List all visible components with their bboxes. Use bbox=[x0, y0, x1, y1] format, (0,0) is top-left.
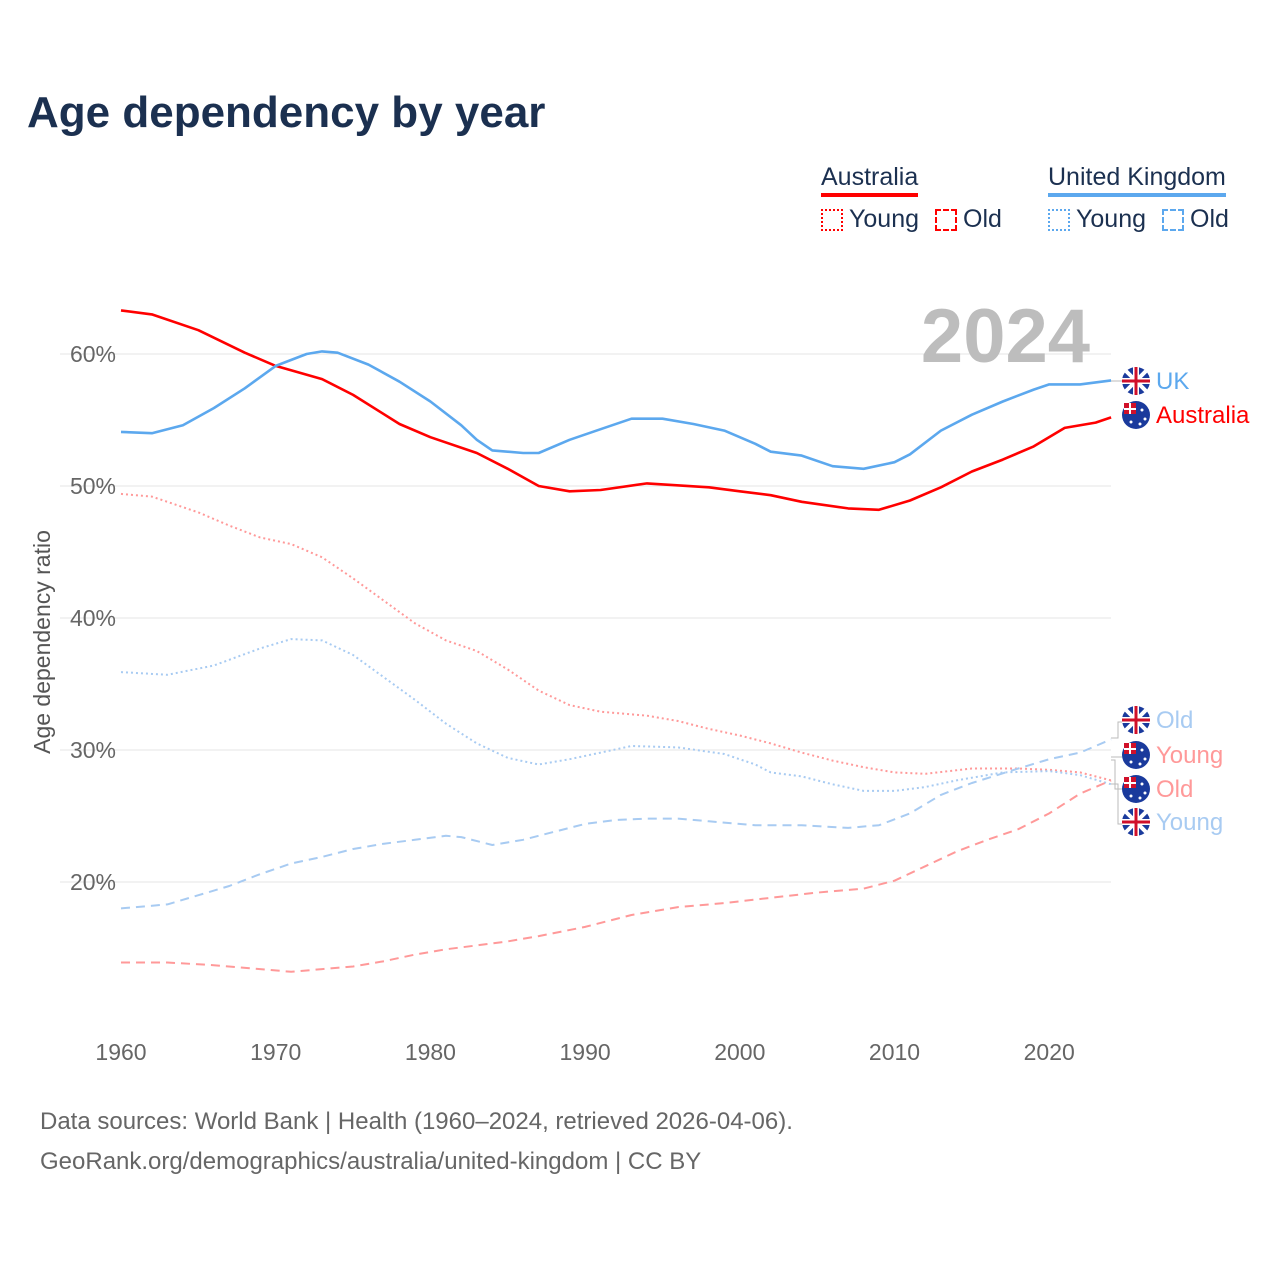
end-label-au-australia: Australia bbox=[1122, 401, 1250, 429]
series-line-australia-young bbox=[120, 492, 1112, 782]
legend-group-australia: Australia Young Old bbox=[821, 163, 1002, 234]
dotted-swatch-icon bbox=[1048, 208, 1070, 231]
legend-uk-heading: United Kingdom bbox=[1048, 163, 1226, 197]
legend-australia-old[interactable]: Old bbox=[935, 205, 1002, 234]
end-label-au-young: Young bbox=[1122, 741, 1223, 769]
y-tick-label: 20% bbox=[70, 869, 116, 895]
end-label-text: Old bbox=[1156, 776, 1193, 803]
end-label-text: Australia bbox=[1156, 402, 1250, 429]
australia-flag-icon bbox=[1122, 401, 1150, 429]
dotted-swatch-icon bbox=[821, 208, 843, 231]
end-label-uk-young: Young bbox=[1122, 808, 1223, 836]
end-label-au-old: Old bbox=[1122, 775, 1193, 803]
end-label-text: Old bbox=[1156, 707, 1193, 734]
end-label-uk-uk: UK bbox=[1122, 367, 1189, 395]
x-tick-label: 2020 bbox=[1024, 1039, 1075, 1065]
x-tick-label: 1980 bbox=[405, 1039, 456, 1065]
end-label-text: UK bbox=[1156, 368, 1189, 395]
end-label-text: Young bbox=[1156, 809, 1223, 836]
label-connector bbox=[1111, 721, 1122, 825]
x-tick-label: 1990 bbox=[560, 1039, 611, 1065]
dashed-swatch-icon bbox=[935, 208, 957, 231]
series-line-australia bbox=[120, 309, 1112, 512]
legend-label: Old bbox=[1190, 205, 1229, 233]
chart-title: Age dependency by year bbox=[27, 88, 546, 137]
y-tick-label: 40% bbox=[70, 605, 116, 631]
x-tick-label: 1970 bbox=[250, 1039, 301, 1065]
legend-uk-young[interactable]: Young bbox=[1048, 205, 1146, 234]
series-line-australia-old bbox=[121, 779, 1112, 973]
series-line-united-kingdom-old bbox=[120, 738, 1112, 910]
series-line-united-kingdom bbox=[120, 350, 1112, 471]
australia-flag-icon bbox=[1122, 741, 1150, 769]
legend-group-uk: United Kingdom Young Old bbox=[1048, 163, 1229, 234]
legend-label: Old bbox=[963, 205, 1002, 233]
legend-label: Young bbox=[1076, 205, 1146, 233]
legend-uk-old[interactable]: Old bbox=[1162, 205, 1229, 234]
end-label-uk-old: Old bbox=[1122, 706, 1193, 734]
end-label-text: Young bbox=[1156, 742, 1223, 769]
y-axis-label: Age dependency ratio bbox=[29, 530, 55, 754]
legend-australia-young[interactable]: Young bbox=[821, 205, 919, 234]
australia-flag-icon bbox=[1122, 775, 1150, 803]
legend-australia-heading: Australia bbox=[821, 163, 919, 197]
x-tick-label: 2010 bbox=[869, 1039, 920, 1065]
dashed-swatch-icon bbox=[1162, 208, 1184, 231]
x-tick-label: 1960 bbox=[95, 1039, 146, 1065]
x-tick-label: 2000 bbox=[714, 1039, 765, 1065]
year-watermark: 2024 bbox=[921, 294, 1090, 379]
uk-flag-icon bbox=[1122, 706, 1150, 734]
uk-flag-icon bbox=[1122, 367, 1150, 395]
footer-url[interactable]: GeoRank.org/demographics/australia/unite… bbox=[40, 1148, 702, 1175]
series-line-united-kingdom-young bbox=[120, 638, 1112, 792]
y-tick-label: 60% bbox=[70, 341, 116, 367]
y-tick-label: 50% bbox=[70, 473, 116, 499]
uk-flag-icon bbox=[1122, 808, 1150, 836]
footer-sources: Data sources: World Bank | Health (1960–… bbox=[40, 1108, 793, 1135]
legend-label: Young bbox=[849, 205, 919, 233]
y-tick-label: 30% bbox=[70, 737, 116, 763]
